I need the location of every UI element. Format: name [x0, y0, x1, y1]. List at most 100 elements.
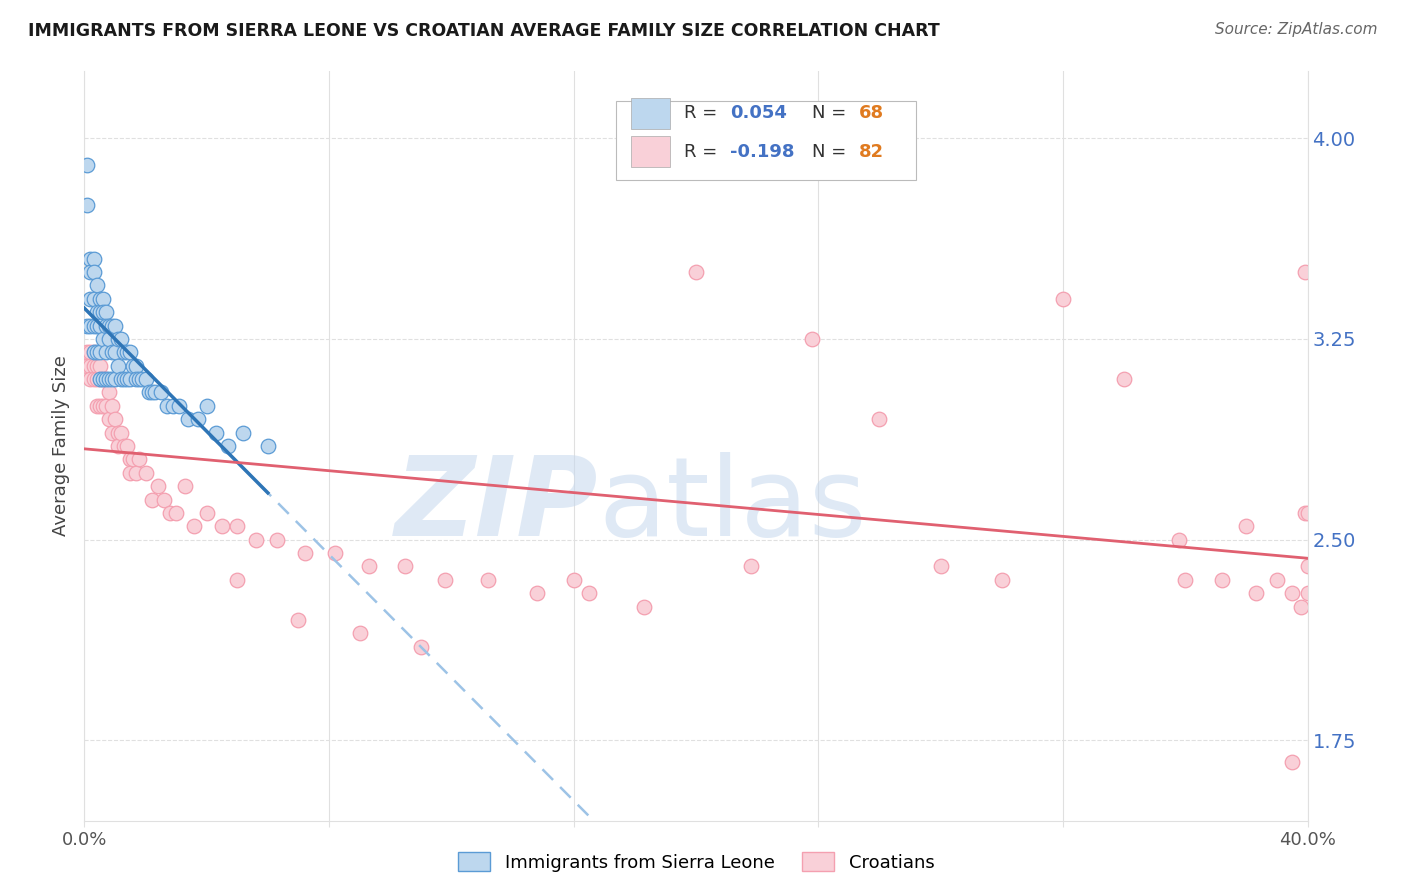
Point	[869, 412, 891, 426]
Point	[1294, 506, 1316, 520]
Point	[94, 345, 117, 359]
Point	[1236, 519, 1258, 533]
Point	[156, 399, 179, 413]
Point	[91, 292, 114, 306]
Point	[226, 573, 249, 587]
Point	[97, 332, 120, 346]
Point	[1291, 599, 1313, 614]
Point	[76, 198, 98, 212]
Point	[143, 385, 166, 400]
Point	[562, 573, 585, 587]
Point	[526, 586, 548, 600]
Point	[125, 466, 148, 480]
Point	[83, 292, 105, 306]
Point	[122, 359, 145, 373]
Point	[146, 479, 169, 493]
Text: R =: R =	[683, 104, 723, 122]
Point	[86, 318, 108, 333]
Point	[195, 506, 218, 520]
Point	[167, 399, 190, 413]
Point	[120, 466, 142, 480]
Point	[740, 559, 762, 574]
Point	[86, 278, 108, 293]
Point	[226, 519, 249, 533]
Point	[112, 345, 135, 359]
Point	[79, 318, 101, 333]
Point	[1294, 265, 1316, 279]
Point	[1281, 586, 1303, 600]
Text: N =: N =	[813, 143, 852, 161]
Point	[434, 573, 457, 587]
Point	[86, 305, 108, 319]
Point	[1296, 559, 1319, 574]
Point	[1168, 533, 1191, 547]
Point	[83, 318, 105, 333]
Point	[1296, 506, 1319, 520]
Point	[287, 613, 309, 627]
Point	[97, 318, 120, 333]
Point	[76, 359, 98, 373]
Point	[177, 412, 200, 426]
Point	[97, 372, 120, 386]
Point	[245, 533, 267, 547]
Text: atlas: atlas	[598, 452, 866, 559]
Point	[89, 305, 111, 319]
Point	[183, 519, 205, 533]
Point	[89, 399, 111, 413]
Point	[1281, 755, 1303, 769]
Point	[79, 359, 101, 373]
Point	[633, 599, 655, 614]
Point	[162, 399, 184, 413]
Point	[110, 332, 132, 346]
Point	[107, 332, 129, 346]
Point	[86, 399, 108, 413]
Point	[257, 439, 280, 453]
Point	[86, 345, 108, 359]
Legend: Immigrants from Sierra Leone, Croatians: Immigrants from Sierra Leone, Croatians	[450, 846, 942, 879]
Point	[165, 506, 187, 520]
Point	[1114, 372, 1136, 386]
FancyBboxPatch shape	[631, 136, 671, 168]
Point	[323, 546, 346, 560]
Point	[83, 345, 105, 359]
Point	[79, 372, 101, 386]
Point	[294, 546, 316, 560]
Point	[94, 372, 117, 386]
Point	[94, 305, 117, 319]
Point	[120, 345, 142, 359]
Point	[186, 412, 208, 426]
Point	[91, 372, 114, 386]
Point	[101, 345, 124, 359]
Text: ZIP: ZIP	[395, 452, 598, 559]
Point	[115, 372, 138, 386]
Point	[94, 318, 117, 333]
Point	[89, 359, 111, 373]
Point	[97, 412, 120, 426]
Point	[104, 318, 127, 333]
Point	[205, 425, 228, 440]
Point	[349, 626, 371, 640]
Point	[409, 640, 432, 654]
Point	[120, 452, 142, 467]
Point	[83, 359, 105, 373]
Text: R =: R =	[683, 143, 723, 161]
Point	[357, 559, 380, 574]
Point	[110, 372, 132, 386]
Point	[86, 372, 108, 386]
Text: 82: 82	[859, 143, 884, 161]
Point	[477, 573, 499, 587]
Point	[89, 372, 111, 386]
Point	[578, 586, 600, 600]
FancyBboxPatch shape	[616, 102, 917, 180]
Point	[135, 372, 157, 386]
Point	[149, 385, 172, 400]
Point	[83, 345, 105, 359]
Point	[76, 318, 98, 333]
Point	[83, 372, 105, 386]
Point	[685, 265, 707, 279]
Text: 0.054: 0.054	[730, 104, 787, 122]
Point	[125, 372, 148, 386]
Point	[86, 359, 108, 373]
Point	[101, 399, 124, 413]
Point	[174, 479, 197, 493]
